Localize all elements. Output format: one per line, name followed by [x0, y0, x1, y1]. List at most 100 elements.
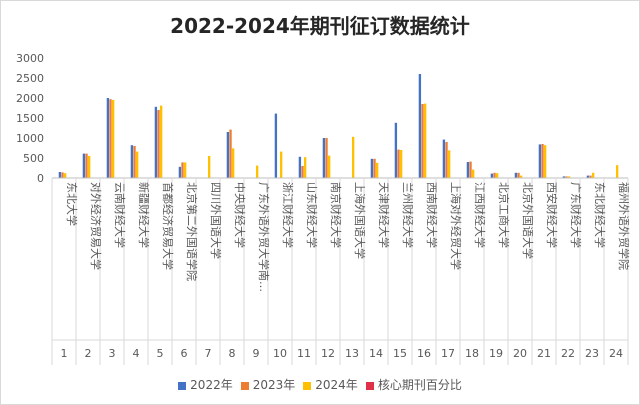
bar	[112, 100, 115, 178]
legend-swatch	[178, 381, 187, 390]
bar	[301, 166, 304, 178]
bar	[58, 172, 62, 178]
bars	[58, 74, 621, 178]
category-name-label: 兰州财经大学	[401, 182, 415, 248]
bar	[442, 139, 446, 178]
bar	[520, 175, 523, 178]
bar	[184, 162, 187, 178]
bar	[562, 176, 566, 178]
bar	[160, 105, 163, 178]
category-number-label: 1	[61, 347, 68, 360]
legend-item: 2023年	[240, 376, 296, 393]
bar	[64, 173, 67, 178]
bar	[328, 155, 331, 178]
category-name-label: 东北大学	[65, 182, 79, 226]
y-tick-label: 0	[37, 172, 44, 185]
bar	[544, 145, 547, 178]
category-name-label: 浙江财经大学	[281, 182, 295, 248]
chart-title: 2022-2024年期刊征订数据统计	[170, 14, 470, 38]
category-name-label: 中央财经大学	[233, 182, 247, 248]
bar	[373, 158, 376, 178]
bar	[538, 144, 542, 178]
bar	[493, 172, 496, 178]
legend-label: 2023年	[252, 378, 296, 392]
bar	[133, 146, 136, 178]
category-number-label: 16	[417, 347, 431, 360]
legend-swatch	[303, 381, 312, 390]
category-name-label: 北京外国语大学	[521, 182, 535, 259]
category-name-label: 西安财经大学	[545, 182, 559, 248]
bar	[517, 172, 520, 178]
bar	[589, 175, 592, 178]
bar	[322, 138, 326, 178]
category-name-label: 东北财经大学	[593, 182, 607, 248]
category-number-label: 20	[513, 347, 527, 360]
category-name-label: 首都经济贸易大学	[161, 182, 175, 270]
bar	[109, 99, 112, 178]
legend-swatch	[240, 381, 249, 390]
category-number-label: 22	[561, 347, 575, 360]
bar	[514, 172, 518, 178]
bar	[61, 172, 64, 178]
bar	[400, 150, 403, 178]
bar	[280, 151, 283, 178]
category-name-label: 西南财经大学	[425, 182, 439, 248]
bar	[136, 151, 139, 178]
y-tick-label: 3000	[16, 52, 44, 65]
bar	[568, 176, 571, 178]
category-name-label: 对外经济贸易大学	[89, 182, 103, 270]
legend-item: 核心期刊百分比	[365, 376, 462, 393]
bar	[232, 148, 235, 178]
category-number-label: 12	[321, 347, 335, 360]
bar	[466, 162, 470, 178]
bar	[82, 153, 86, 178]
y-axis: 0 500 1000 1500 2000 2500 3000	[16, 52, 44, 185]
bar	[154, 106, 158, 178]
category-number-label: 21	[537, 347, 551, 360]
category-number-label: 24	[609, 347, 623, 360]
category-name-label: 广东财经大学	[569, 182, 583, 248]
category-number-label: 18	[465, 347, 479, 360]
bar	[586, 175, 590, 178]
bar	[541, 144, 544, 178]
category-number-label: 6	[181, 347, 188, 360]
category-number-label: 13	[345, 347, 359, 360]
category-number-label: 14	[369, 347, 383, 360]
bar	[394, 122, 398, 178]
category-number-label: 9	[253, 347, 260, 360]
bar	[448, 150, 451, 178]
bar	[226, 132, 230, 178]
bar	[178, 166, 182, 178]
bar	[418, 74, 422, 178]
bar	[88, 156, 91, 178]
category-number-label: 15	[393, 347, 407, 360]
bar	[229, 129, 232, 178]
legend-label: 核心期刊百分比	[377, 378, 462, 392]
bar	[469, 161, 472, 178]
bar	[325, 138, 328, 178]
bar	[472, 169, 475, 178]
legend-label: 2024年	[315, 378, 358, 392]
category-name-label: 四川外国语大学	[209, 182, 223, 259]
bar	[85, 153, 88, 178]
category-number-label: 2	[85, 347, 92, 360]
category-name-label: 上海对外经贸大学	[449, 182, 463, 270]
bar	[592, 172, 595, 178]
bar	[397, 149, 400, 178]
category-name-label: 北京工商大学	[497, 182, 511, 248]
x-axis: 东北大学 1 对外经济贸易大学 2 云南财经大学 3 新疆财经大学 4 首都经济贸易大学 5 北京第…	[51, 177, 631, 365]
bar	[130, 145, 134, 178]
category-name-label: 北京第二外国语学院	[185, 182, 199, 281]
category-name-label: 天津财经大学	[377, 182, 391, 248]
bar	[298, 156, 302, 178]
category-number-label: 7	[205, 347, 212, 360]
y-tick-label: 500	[23, 152, 44, 165]
legend-item: 2024年	[303, 376, 358, 393]
category-number-label: 23	[585, 347, 599, 360]
category-name-label: 江西财经大学	[473, 182, 487, 248]
category-number-label: 11	[297, 347, 311, 360]
category-number-label: 19	[489, 347, 503, 360]
bar	[208, 156, 211, 178]
